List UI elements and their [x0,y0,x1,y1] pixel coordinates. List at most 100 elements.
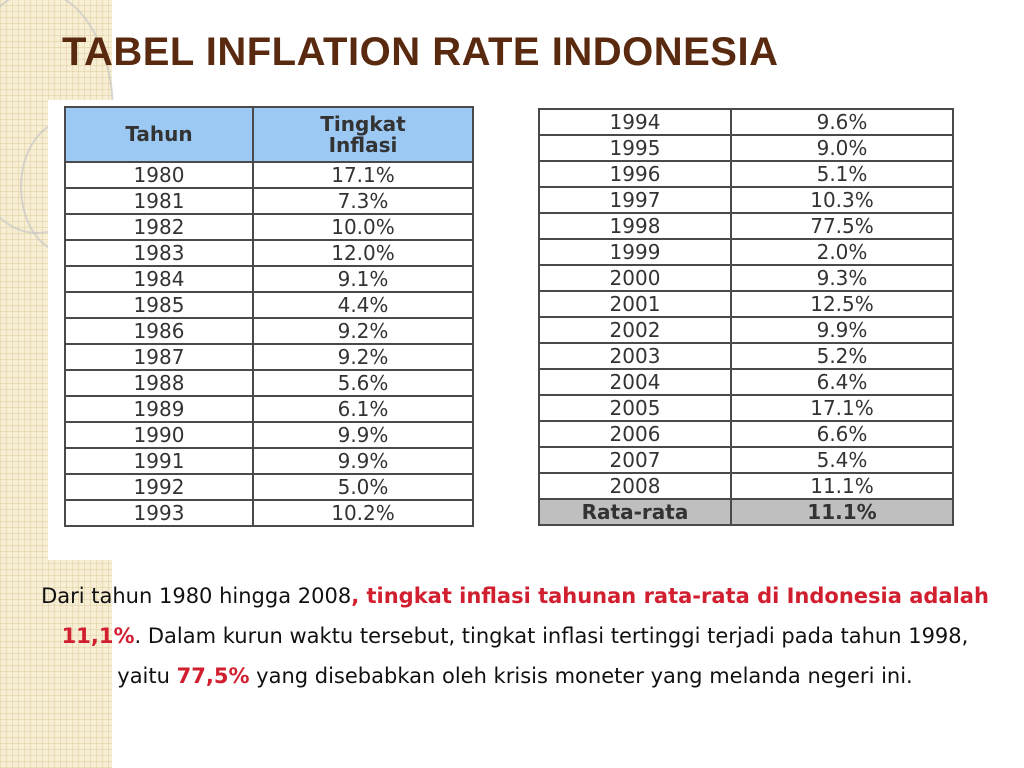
year-cell: 1988 [64,369,254,397]
year-cell: 1990 [64,421,254,449]
year-cell: 1983 [64,239,254,267]
year-cell: 1999 [538,238,732,266]
year-cell: 1984 [64,265,254,293]
table-row: 1994 9.6% [538,108,954,136]
year-cell: 1995 [538,134,732,162]
inflation-table-left: Tahun Tingkat Inflasi 1980 17.1% 1981 7.3% 1… [48,100,480,560]
year-cell: 1996 [538,160,732,188]
table-right-body: 1994 9.6% 1995 9.0% 1996 5.1% 1997 10.3% 1998 77.… [538,108,954,500]
inflation-rate-cell: 5.6% [252,369,474,397]
average-row: Rata-rata 11.1% [538,498,954,526]
summary-text-3: yang disebabkan oleh krisis moneter yang… [249,664,913,688]
table-row: 2005 17.1% [538,394,954,422]
year-cell: 1994 [538,108,732,136]
year-cell: 1991 [64,447,254,475]
table-row: 2006 6.6% [538,420,954,448]
inflation-rate-cell: 5.4% [730,446,954,474]
inflation-rate-cell: 11.1% [730,472,954,500]
inflation-rate-cell: 6.1% [252,395,474,423]
table-row: 1980 17.1% [64,161,474,189]
table-row: 2001 12.5% [538,290,954,318]
year-cell: 2002 [538,316,732,344]
summary-highlight-average: , tingkat inflasi tahunan rata-rata di I… [61,584,989,648]
table-row: 1984 9.1% [64,265,474,293]
year-cell: 1986 [64,317,254,345]
year-cell: 1987 [64,343,254,371]
year-cell: 1992 [64,473,254,501]
inflation-rate-cell: 9.1% [252,265,474,293]
table-row: 1983 12.0% [64,239,474,267]
table-row: 1991 9.9% [64,447,474,475]
table-row: 2008 11.1% [538,472,954,500]
table-row: 1987 9.2% [64,343,474,371]
table-row: 2007 5.4% [538,446,954,474]
inflation-rate-cell: 9.0% [730,134,954,162]
year-cell: 1998 [538,212,732,240]
inflation-rate-cell: 9.9% [252,447,474,475]
year-cell: 2000 [538,264,732,292]
year-cell: 2007 [538,446,732,474]
table-row: 1995 9.0% [538,134,954,162]
header-inflation-rate: Tingkat Inflasi [252,106,474,163]
table-left-body: 1980 17.1% 1981 7.3% 1982 10.0% 1983 12.0% 1984 9… [64,161,474,527]
inflation-rate-cell: 9.2% [252,317,474,345]
inflation-rate-cell: 2.0% [730,238,954,266]
table-row: 2002 9.9% [538,316,954,344]
table-row: 1985 4.4% [64,291,474,319]
year-cell: 2003 [538,342,732,370]
inflation-rate-cell: 12.5% [730,290,954,318]
table-row: 1992 5.0% [64,473,474,501]
summary-paragraph: Dari tahun 1980 hingga 2008, tingkat inf… [40,576,990,696]
table-row: 2000 9.3% [538,264,954,292]
year-cell: 1997 [538,186,732,214]
year-cell: 2006 [538,420,732,448]
inflation-rate-cell: 6.4% [730,368,954,396]
table-row: 1998 77.5% [538,212,954,240]
inflation-rate-cell: 9.9% [252,421,474,449]
table-row: 1986 9.2% [64,317,474,345]
year-cell: 2004 [538,368,732,396]
inflation-rate-cell: 6.6% [730,420,954,448]
inflation-table-1980-1993: Tahun Tingkat Inflasi 1980 17.1% 1981 7.3% 1… [64,106,474,527]
year-cell: 1985 [64,291,254,319]
table-row: 2004 6.4% [538,368,954,396]
average-label: Rata-rata [538,498,732,526]
table-row: 1999 2.0% [538,238,954,266]
table-row: 1997 10.3% [538,186,954,214]
table-row: 1996 5.1% [538,160,954,188]
table-row: 1982 10.0% [64,213,474,241]
inflation-rate-cell: 10.0% [252,213,474,241]
inflation-table-1994-2008: 1994 9.6% 1995 9.0% 1996 5.1% 1997 10.3% 1998 77.… [538,108,954,526]
inflation-rate-cell: 4.4% [252,291,474,319]
average-value: 11.1% [730,498,954,526]
table-row: 1981 7.3% [64,187,474,215]
year-cell: 1989 [64,395,254,423]
inflation-rate-cell: 17.1% [730,394,954,422]
year-cell: 1980 [64,161,254,189]
table-row: 1989 6.1% [64,395,474,423]
summary-text-2: . Dalam kurun waktu tersebut, tingkat in… [117,624,969,688]
year-cell: 2001 [538,290,732,318]
year-cell: 2008 [538,472,732,500]
table-row: 2003 5.2% [538,342,954,370]
header-rate-line1: Tingkat [320,111,406,136]
summary-text-1: Dari tahun 1980 hingga 2008 [41,584,352,608]
inflation-rate-cell: 12.0% [252,239,474,267]
table-header-row: Tahun Tingkat Inflasi [64,106,474,163]
inflation-rate-cell: 5.2% [730,342,954,370]
inflation-table-right: 1994 9.6% 1995 9.0% 1996 5.1% 1997 10.3% 1998 77.… [528,100,960,562]
inflation-rate-cell: 9.6% [730,108,954,136]
inflation-rate-cell: 5.0% [252,473,474,501]
year-cell: 2005 [538,394,732,422]
year-cell: 1982 [64,213,254,241]
inflation-rate-cell: 9.3% [730,264,954,292]
year-cell: 1993 [64,499,254,527]
summary-highlight-peak: 77,5% [176,664,250,688]
header-year: Tahun [64,106,254,163]
slide-title: TABEL INFLATION RATE INDONESIA [62,30,779,74]
inflation-rate-cell: 5.1% [730,160,954,188]
inflation-rate-cell: 77.5% [730,212,954,240]
inflation-rate-cell: 10.2% [252,499,474,527]
inflation-rate-cell: 7.3% [252,187,474,215]
inflation-rate-cell: 17.1% [252,161,474,189]
